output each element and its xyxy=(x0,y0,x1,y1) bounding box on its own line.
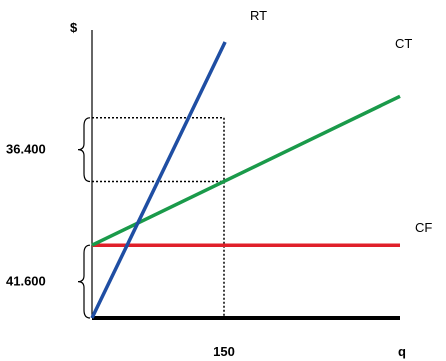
annotation-label-41600: 41.600 xyxy=(6,274,46,289)
x-tick-label: 150 xyxy=(213,344,235,359)
annotation-label-36400: 36.400 xyxy=(6,142,46,157)
series-label-rt: RT xyxy=(250,8,267,23)
series-label-ct: CT xyxy=(395,36,412,51)
series-label-cf: CF xyxy=(415,220,432,235)
y-axis-label: $ xyxy=(70,20,78,35)
x-axis-label: q xyxy=(398,344,406,359)
brace-41600 xyxy=(77,244,91,319)
brace-36400 xyxy=(77,117,91,183)
series-line-ct xyxy=(91,94,401,247)
series-line-rt xyxy=(90,41,227,319)
